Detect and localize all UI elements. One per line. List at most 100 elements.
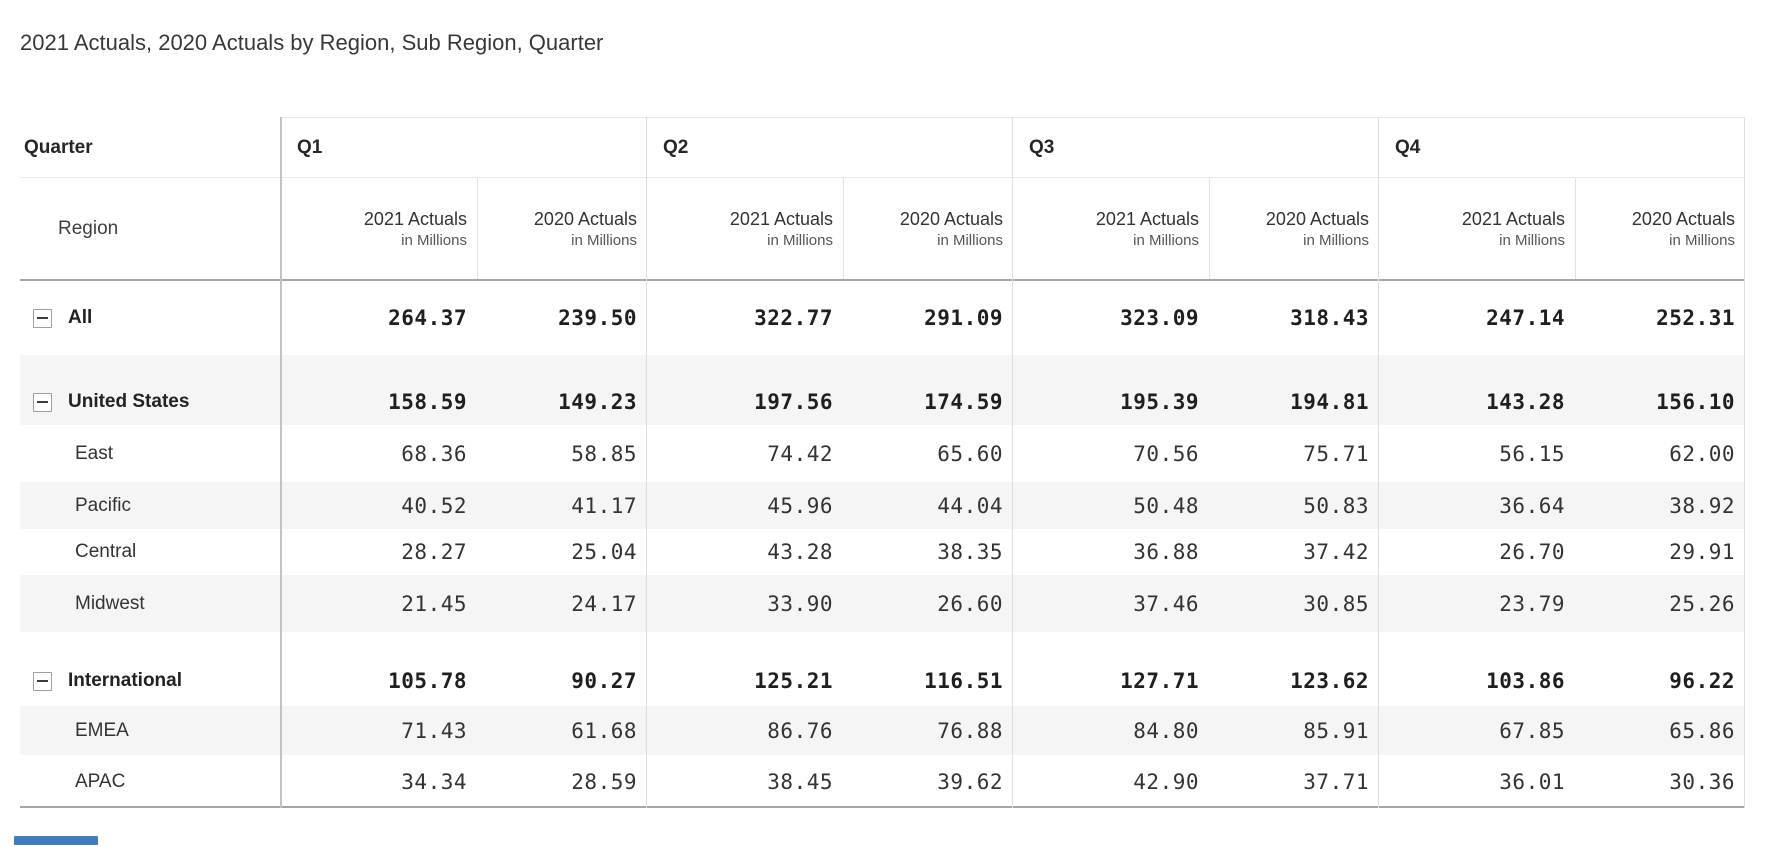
value-cell-international-6[interactable]: 103.86 [1486,669,1565,693]
value-cell-all-0[interactable]: 264.37 [388,306,467,330]
value-cell-emea-2[interactable]: 86.76 [767,718,833,743]
value-cell-apac-2[interactable]: 38.45 [767,769,833,794]
measure-header-2020-actuals-q2[interactable]: 2020 Actuals in Millions [843,178,1013,279]
measure-header-2020-actuals-q1[interactable]: 2020 Actuals in Millions [477,178,647,279]
value-cell-pacific-4[interactable]: 50.48 [1133,493,1199,518]
value-cell-international-2[interactable]: 125.21 [754,669,833,693]
quarter-header-q1[interactable]: Q1 [297,136,323,158]
value-cell-united-states-0[interactable]: 158.59 [388,390,467,414]
value-cell-international-1[interactable]: 90.27 [571,669,637,693]
row-header-midwest[interactable]: Midwest [20,575,281,632]
value-cell-central-2[interactable]: 43.28 [767,540,833,564]
value-cell-central-3[interactable]: 38.35 [937,540,1003,564]
value-cell-international-3[interactable]: 116.51 [924,669,1003,693]
quarter-header-q2[interactable]: Q2 [663,136,689,158]
measure-header-2021-actuals-q1[interactable]: 2021 Actuals in Millions [281,178,477,279]
table-row-international: International 105.78 90.27 125.21 116.51 127.… [20,632,1745,706]
value-cell-apac-1[interactable]: 28.59 [571,769,637,794]
value-cell-emea-3[interactable]: 76.88 [937,718,1003,743]
value-cell-central-1[interactable]: 25.04 [571,540,637,564]
measure-year-label: 2020 Actuals [533,208,637,229]
row-header-east[interactable]: East [20,425,281,482]
value-cell-east-0[interactable]: 68.36 [401,441,467,466]
measure-header-2021-actuals-q3[interactable]: 2021 Actuals in Millions [1013,178,1209,279]
row-header-central[interactable]: Central [20,529,281,575]
value-cell-pacific-7[interactable]: 38.92 [1669,493,1735,518]
row-header-apac[interactable]: APAC [20,755,281,808]
value-cell-international-0[interactable]: 105.78 [388,669,467,693]
collapse-minus-icon[interactable] [33,671,52,691]
value-cell-apac-7[interactable]: 30.36 [1669,769,1735,794]
value-cell-central-7[interactable]: 29.91 [1669,540,1735,564]
value-cell-east-6[interactable]: 56.15 [1499,441,1565,466]
value-cell-pacific-6[interactable]: 36.64 [1499,493,1565,518]
value-cell-all-3[interactable]: 291.09 [924,306,1003,330]
value-cell-east-4[interactable]: 70.56 [1133,441,1199,466]
value-cell-midwest-6[interactable]: 23.79 [1499,591,1565,616]
value-cell-international-5[interactable]: 123.62 [1290,669,1369,693]
value-cell-apac-4[interactable]: 42.90 [1133,769,1199,794]
value-cell-pacific-3[interactable]: 44.04 [937,493,1003,518]
value-cell-united-states-6[interactable]: 143.28 [1486,390,1565,414]
value-cell-emea-4[interactable]: 84.80 [1133,718,1199,743]
quarter-header-q3[interactable]: Q3 [1029,136,1055,158]
value-cell-united-states-5[interactable]: 194.81 [1290,390,1369,414]
row-header-all[interactable]: All [20,281,281,355]
measure-header-2021-actuals-q2[interactable]: 2021 Actuals in Millions [647,178,843,279]
collapse-minus-icon[interactable] [33,392,52,412]
value-cell-east-2[interactable]: 74.42 [767,441,833,466]
value-cell-united-states-3[interactable]: 174.59 [924,390,1003,414]
measure-header-2020-actuals-q4[interactable]: 2020 Actuals in Millions [1575,178,1745,279]
value-cell-midwest-3[interactable]: 26.60 [937,591,1003,616]
value-cell-pacific-5[interactable]: 50.83 [1303,493,1369,518]
value-cell-pacific-2[interactable]: 45.96 [767,493,833,518]
value-cell-all-2[interactable]: 322.77 [754,306,833,330]
value-cell-all-4[interactable]: 323.09 [1120,306,1199,330]
value-cell-united-states-1[interactable]: 149.23 [558,390,637,414]
value-cell-emea-7[interactable]: 65.86 [1669,718,1735,743]
value-cell-midwest-4[interactable]: 37.46 [1133,591,1199,616]
value-cell-emea-5[interactable]: 85.91 [1303,718,1369,743]
value-cell-all-6[interactable]: 247.14 [1486,306,1565,330]
value-cell-central-0[interactable]: 28.27 [401,540,467,564]
value-cell-central-6[interactable]: 26.70 [1499,540,1565,564]
value-cell-midwest-1[interactable]: 24.17 [571,591,637,616]
row-header-international[interactable]: International [20,632,281,706]
table-row-united-states: United States 158.59 149.23 197.56 174.59 195… [20,355,1745,425]
value-cell-east-7[interactable]: 62.00 [1669,441,1735,466]
value-cell-pacific-1[interactable]: 41.17 [571,493,637,518]
measure-header-2021-actuals-q4[interactable]: 2021 Actuals in Millions [1379,178,1575,279]
row-header-pacific[interactable]: Pacific [20,482,281,529]
value-cell-apac-3[interactable]: 39.62 [937,769,1003,794]
value-cell-midwest-2[interactable]: 33.90 [767,591,833,616]
value-cell-international-7[interactable]: 96.22 [1669,669,1735,693]
value-cell-pacific-0[interactable]: 40.52 [401,493,467,518]
value-cell-international-4[interactable]: 127.71 [1120,669,1199,693]
value-cell-apac-6[interactable]: 36.01 [1499,769,1565,794]
value-cell-midwest-5[interactable]: 30.85 [1303,591,1369,616]
value-cell-united-states-4[interactable]: 195.39 [1120,390,1199,414]
value-cell-emea-6[interactable]: 67.85 [1499,718,1565,743]
value-cell-midwest-0[interactable]: 21.45 [401,591,467,616]
value-cell-emea-0[interactable]: 71.43 [401,718,467,743]
value-cell-all-5[interactable]: 318.43 [1290,306,1369,330]
value-cell-central-5[interactable]: 37.42 [1303,540,1369,564]
quarter-header-q4[interactable]: Q4 [1395,136,1421,158]
value-cell-east-5[interactable]: 75.71 [1303,441,1369,466]
value-cell-central-4[interactable]: 36.88 [1133,540,1199,564]
value-cell-apac-5[interactable]: 37.71 [1303,769,1369,794]
value-cell-all-1[interactable]: 239.50 [558,306,637,330]
collapse-minus-icon[interactable] [33,308,52,328]
value-cell-east-1[interactable]: 58.85 [571,441,637,466]
value-cell-all-7[interactable]: 252.31 [1656,306,1735,330]
measure-header-2020-actuals-q3[interactable]: 2020 Actuals in Millions [1209,178,1379,279]
value-cell-east-3[interactable]: 65.60 [937,441,1003,466]
value-cell-united-states-7[interactable]: 156.10 [1656,390,1735,414]
value-cell-apac-0[interactable]: 34.34 [401,769,467,794]
row-header-emea[interactable]: EMEA [20,706,281,755]
row-header-united-states[interactable]: United States [20,355,281,425]
value-cell-emea-1[interactable]: 61.68 [571,718,637,743]
value-cell-midwest-7[interactable]: 25.26 [1669,591,1735,616]
horizontal-scrollbar-thumb[interactable] [14,836,98,845]
value-cell-united-states-2[interactable]: 197.56 [754,390,833,414]
